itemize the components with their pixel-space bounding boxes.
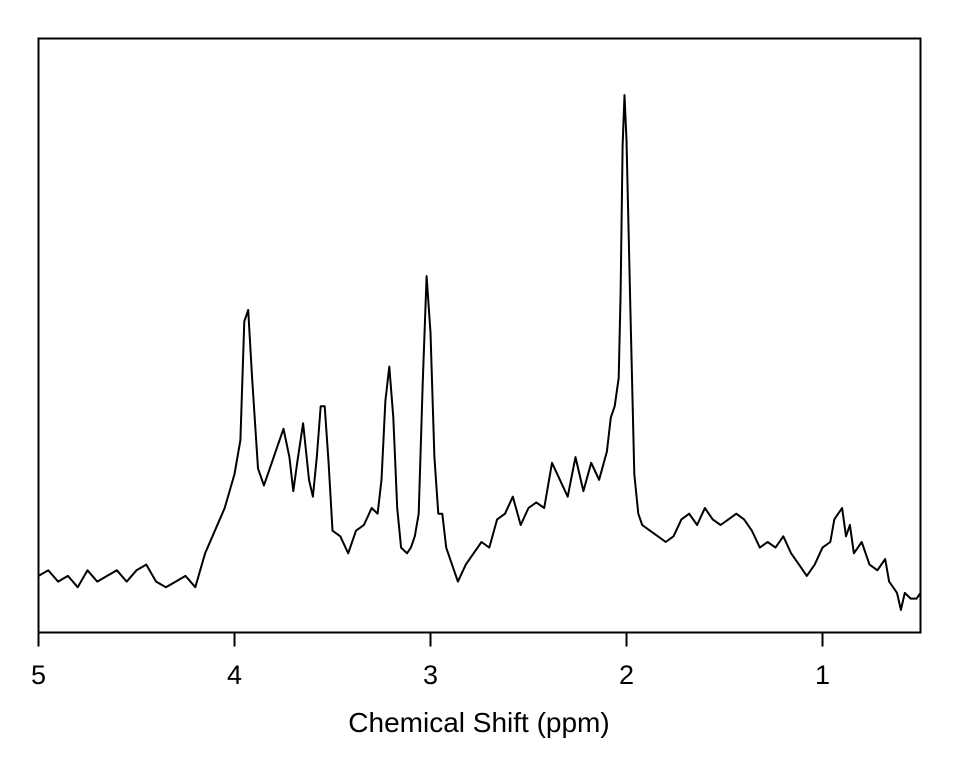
x-tick-label: 5	[31, 660, 46, 690]
x-tick-label: 3	[423, 660, 438, 690]
x-axis: 5 4 3 2 1	[31, 632, 830, 690]
x-tick-label: 2	[619, 660, 634, 690]
x-tick-label: 1	[815, 660, 830, 690]
plot-frame	[37, 37, 922, 634]
x-axis-title: Chemical Shift (ppm)	[348, 707, 609, 738]
x-tick-label: 4	[227, 660, 242, 690]
spectrum-line	[37, 94, 922, 611]
